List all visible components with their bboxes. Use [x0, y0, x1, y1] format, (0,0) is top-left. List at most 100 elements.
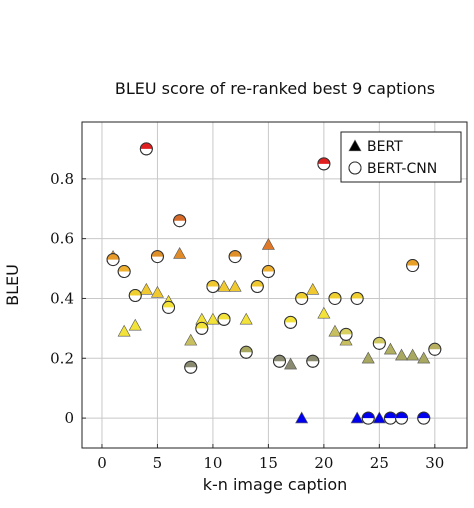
x-axis-label: k-n image caption	[203, 475, 348, 494]
marker-outline	[284, 315, 298, 329]
marker-half	[218, 313, 231, 320]
marker-outline	[395, 411, 409, 425]
marker-outline	[350, 291, 364, 305]
marker-half	[173, 214, 186, 221]
y-tick-label: 0.4	[50, 289, 74, 307]
data-point	[317, 157, 331, 171]
marker-half	[317, 157, 330, 164]
x-tick-label: 5	[153, 454, 163, 472]
marker-half	[373, 337, 386, 344]
data-point	[317, 306, 331, 319]
marker-outline	[250, 279, 264, 293]
marker-half	[229, 250, 242, 257]
data-point	[395, 348, 409, 361]
marker-outline	[417, 411, 431, 425]
marker-half	[251, 280, 264, 287]
marker-half	[428, 343, 441, 350]
data-point	[228, 250, 242, 264]
legend-box	[340, 131, 462, 183]
data-point	[395, 411, 409, 425]
marker-outline	[217, 312, 231, 326]
y-tick-label: 0	[64, 409, 74, 427]
y-tick-label: 0.2	[50, 349, 74, 367]
data-point	[372, 411, 386, 424]
marker-half	[162, 301, 175, 308]
marker-half	[284, 316, 297, 323]
chart-title: BLEU score of re-ranked best 9 captions	[115, 79, 435, 98]
data-point	[406, 348, 420, 361]
marker-half	[395, 412, 408, 419]
marker-outline	[228, 250, 242, 264]
marker-outline	[162, 300, 176, 314]
x-tick-label: 10	[203, 454, 222, 472]
data-point	[206, 312, 220, 325]
marker-outline	[139, 142, 153, 156]
data-point	[128, 318, 142, 331]
marker-outline	[428, 342, 442, 356]
marker-half	[306, 355, 319, 362]
data-point	[184, 360, 198, 374]
data-point	[306, 282, 320, 295]
marker-outline	[184, 360, 198, 374]
legend-label: BERT	[367, 139, 403, 155]
plot-frame	[81, 121, 468, 449]
data-point	[139, 142, 153, 156]
data-point	[150, 285, 164, 298]
legend-marker	[348, 161, 362, 175]
x-tick-label: 20	[314, 454, 333, 472]
marker-half	[118, 265, 131, 272]
data-point	[372, 336, 386, 350]
data-point	[295, 291, 309, 305]
marker-half	[151, 250, 164, 257]
marker-outline	[348, 161, 362, 175]
data-point	[328, 291, 342, 305]
data-point	[117, 324, 131, 337]
marker-half	[340, 328, 353, 335]
x-tick-label: 15	[259, 454, 278, 472]
y-axis-label: BLEU	[3, 264, 22, 306]
data-point	[417, 411, 431, 425]
x-tick-label: 25	[370, 454, 389, 472]
y-tick-label: 0.6	[50, 230, 74, 248]
marker-half	[140, 142, 153, 149]
marker-half	[107, 253, 120, 260]
marker-outline	[106, 253, 120, 267]
data-point	[206, 279, 220, 293]
data-point	[361, 411, 375, 425]
data-point	[284, 315, 298, 329]
data-point	[406, 259, 420, 273]
y-tick-label: 0.8	[50, 170, 74, 188]
data-point	[383, 411, 397, 425]
data-point	[306, 354, 320, 368]
data-point	[228, 279, 242, 292]
marker-outline	[328, 291, 342, 305]
data-point	[128, 288, 142, 302]
data-point	[150, 250, 164, 264]
marker-outline	[317, 157, 331, 171]
data-point	[173, 214, 187, 228]
marker-outline	[206, 279, 220, 293]
data-point	[284, 357, 298, 370]
data-point	[361, 351, 375, 364]
data-point	[350, 411, 364, 424]
legend-marker	[348, 139, 362, 152]
data-point	[295, 411, 309, 424]
data-point	[184, 333, 198, 346]
marker-outline	[150, 250, 164, 264]
data-point	[162, 300, 176, 314]
x-tick-label: 0	[97, 454, 107, 472]
data-point	[239, 312, 253, 325]
x-tick-label: 30	[425, 454, 444, 472]
data-point	[383, 342, 397, 355]
marker-half	[195, 322, 208, 329]
marker-outline	[128, 288, 142, 302]
marker-outline	[272, 354, 286, 368]
marker-outline	[173, 214, 187, 228]
data-point	[106, 253, 120, 267]
marker-half	[362, 412, 375, 419]
marker-half	[129, 289, 142, 296]
data-point	[261, 265, 275, 279]
marker-outline	[195, 321, 209, 335]
data-point	[195, 321, 209, 335]
